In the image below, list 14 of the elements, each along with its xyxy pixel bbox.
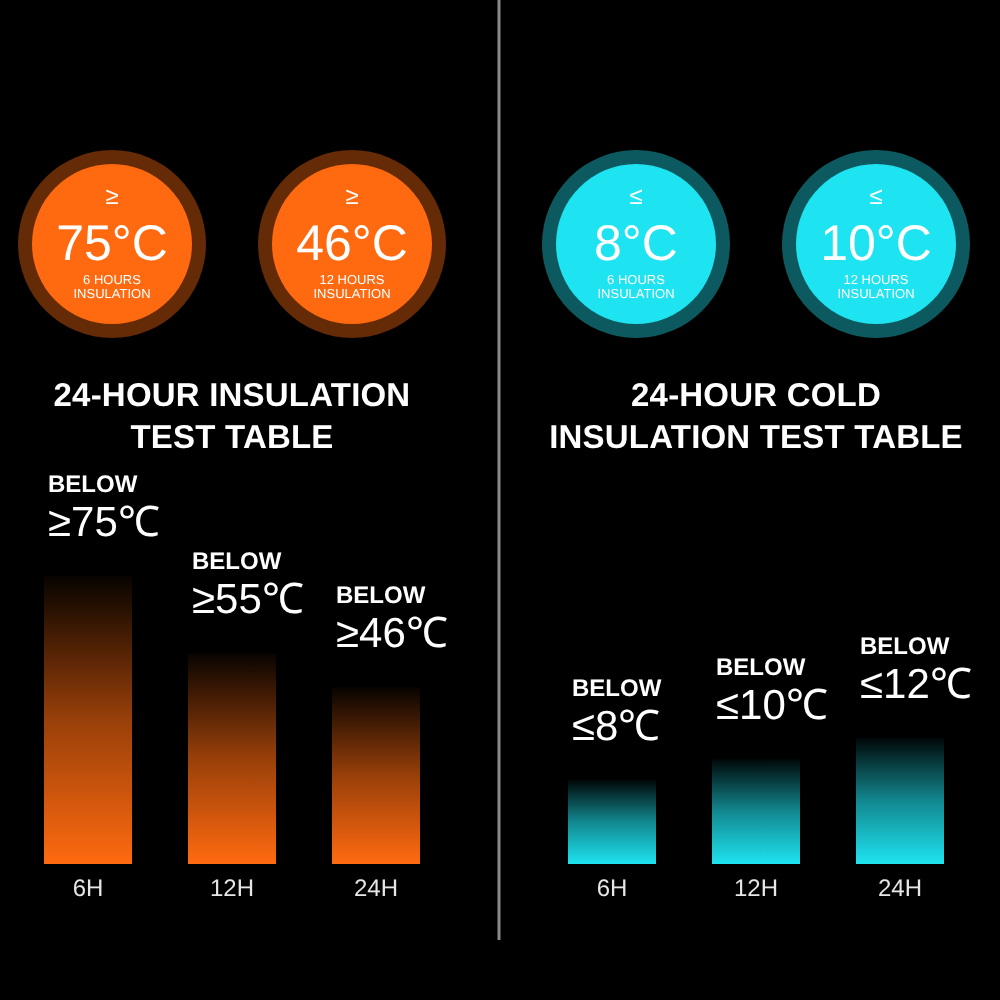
x-tick-label: 6H <box>72 874 104 902</box>
data-label: BELOW ≥75℃ <box>48 470 160 546</box>
data-label: BELOW ≤8℃ <box>572 674 663 750</box>
data-label: BELOW ≥55℃ <box>192 546 304 623</box>
x-tick-label: 12H <box>209 874 255 902</box>
chart-title: 24-HOUR INSULATION TEST TABLE <box>53 378 411 456</box>
x-tick-label: 24H <box>877 874 923 902</box>
x-tick-label: 24H <box>353 874 399 902</box>
data-label: BELOW ≤12℃ <box>860 632 972 708</box>
data-label: BELOW ≤10℃ <box>716 653 828 729</box>
chart-title: 24-HOUR COLD INSULATION TEST TABLE <box>549 378 963 456</box>
x-tick-label: 6H <box>596 874 628 902</box>
data-label: BELOW ≥46℃ <box>336 581 448 658</box>
x-tick-label: 12H <box>733 874 779 902</box>
